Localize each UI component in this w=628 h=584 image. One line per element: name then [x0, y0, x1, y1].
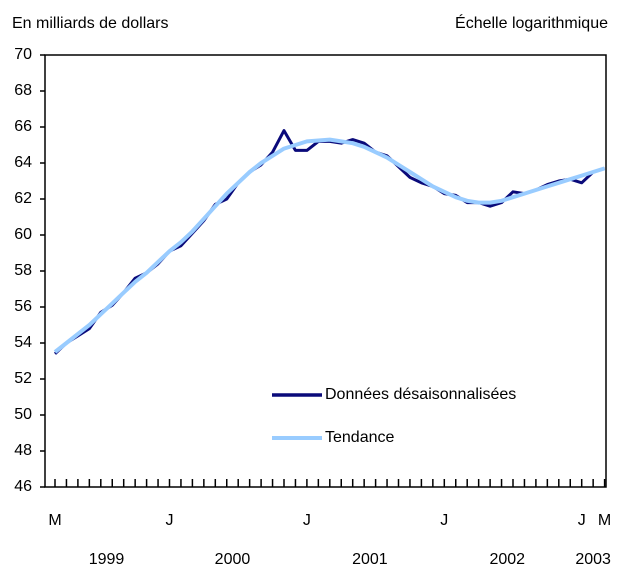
series-line — [53, 137, 606, 354]
y-tick-label: 68 — [14, 82, 32, 99]
x-tick-label: M — [48, 512, 61, 529]
x-tick-label: J — [578, 512, 586, 529]
y-tick-label: 70 — [14, 46, 32, 63]
x-tick-label: M — [598, 512, 611, 529]
y-tick-label: 66 — [14, 118, 32, 135]
x-tick-label: J — [166, 512, 174, 529]
x-tick-label: J — [440, 512, 448, 529]
y-tick-label: 52 — [14, 370, 32, 387]
year-label: 2001 — [352, 551, 388, 568]
scale-note: Échelle logarithmique — [455, 13, 608, 32]
y-tick-label: 58 — [14, 262, 32, 279]
y-axis-label: En milliards de dollars — [12, 15, 169, 32]
legend-label: Tendance — [325, 429, 394, 446]
y-tick-label: 50 — [14, 406, 32, 423]
plot-frame — [44, 54, 607, 488]
y-tick-label: 62 — [14, 190, 32, 207]
x-tick-label: J — [303, 512, 311, 529]
series-line — [53, 129, 606, 355]
year-label: 2003 — [575, 551, 611, 568]
legend-label: Données désaisonnalisées — [325, 386, 516, 403]
y-tick-label: 64 — [14, 154, 32, 171]
y-tick-label: 60 — [14, 226, 32, 243]
y-tick-label: 48 — [14, 442, 32, 459]
year-label: 1999 — [89, 551, 125, 568]
y-tick-label: 56 — [14, 298, 32, 315]
year-label: 2002 — [489, 551, 525, 568]
year-label: 2000 — [215, 551, 251, 568]
y-tick-label: 46 — [14, 478, 32, 495]
y-tick-label: 54 — [14, 334, 32, 351]
